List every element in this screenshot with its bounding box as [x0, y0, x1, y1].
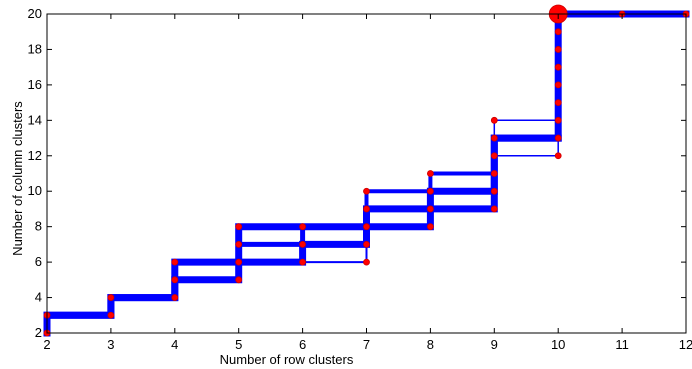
node-point — [235, 276, 243, 284]
node-point — [426, 170, 434, 177]
node-point — [554, 134, 562, 142]
node-point — [235, 240, 243, 248]
node-point — [490, 134, 498, 142]
x-tick-label: 11 — [615, 337, 629, 352]
y-tick-label: 6 — [35, 254, 42, 269]
y-tick-label: 18 — [28, 41, 42, 56]
node-point — [299, 258, 307, 266]
node-point — [107, 294, 115, 301]
paths-layer — [43, 10, 690, 337]
node-point — [490, 116, 498, 124]
x-tick-label: 2 — [43, 337, 50, 352]
y-tick-label: 2 — [35, 325, 42, 340]
x-tick-label: 3 — [107, 337, 114, 352]
node-point — [554, 63, 562, 71]
node-point — [299, 240, 307, 248]
node-point — [490, 187, 498, 195]
node-point — [171, 294, 179, 301]
node-point — [299, 223, 307, 231]
node-point — [490, 170, 498, 177]
node-point — [363, 240, 370, 248]
y-tick-label: 12 — [28, 148, 42, 163]
node-point — [490, 205, 498, 213]
node-point — [426, 205, 434, 213]
node-point — [171, 276, 179, 284]
node-point — [363, 187, 370, 195]
node-point — [107, 311, 115, 319]
x-axis-label: Number of row clusters — [220, 352, 354, 367]
x-tick-label: 10 — [551, 337, 565, 352]
node-point — [554, 116, 562, 124]
y-tick-label: 16 — [28, 77, 42, 92]
x-tick-label: 9 — [491, 337, 498, 352]
node-point — [363, 223, 370, 231]
x-tick-label: 12 — [679, 337, 692, 352]
node-point — [235, 223, 243, 231]
node-point — [426, 223, 434, 231]
node-point — [554, 99, 562, 107]
y-tick-label: 10 — [28, 183, 42, 198]
node-point — [171, 258, 179, 266]
node-point — [490, 152, 498, 160]
y-tick-label: 20 — [28, 6, 42, 21]
x-tick-label: 7 — [363, 337, 370, 352]
node-point — [363, 205, 370, 213]
x-tick-label: 4 — [171, 337, 178, 352]
node-point — [426, 187, 434, 195]
node-point — [363, 258, 370, 266]
x-tick-label: 6 — [299, 337, 306, 352]
path-series-1 — [43, 10, 690, 337]
x-tick-label: 5 — [235, 337, 242, 352]
node-point — [554, 152, 562, 160]
y-axis-label: Number of column clusters — [10, 101, 25, 256]
y-tick-label: 4 — [35, 290, 42, 305]
ticks-layer: 2 3 4 5 6 7 8 9 10 11 12 2 4 6 8 10 12 14 16 18 20 — [28, 6, 692, 352]
plot-frame — [46, 13, 687, 334]
node-point — [554, 28, 562, 36]
nodes-layer — [43, 4, 690, 337]
node-point — [554, 81, 562, 89]
x-tick-label: 8 — [427, 337, 434, 352]
node-point — [554, 46, 562, 53]
y-tick-label: 14 — [28, 112, 42, 127]
node-point — [235, 258, 243, 266]
y-tick-label: 8 — [35, 219, 42, 234]
